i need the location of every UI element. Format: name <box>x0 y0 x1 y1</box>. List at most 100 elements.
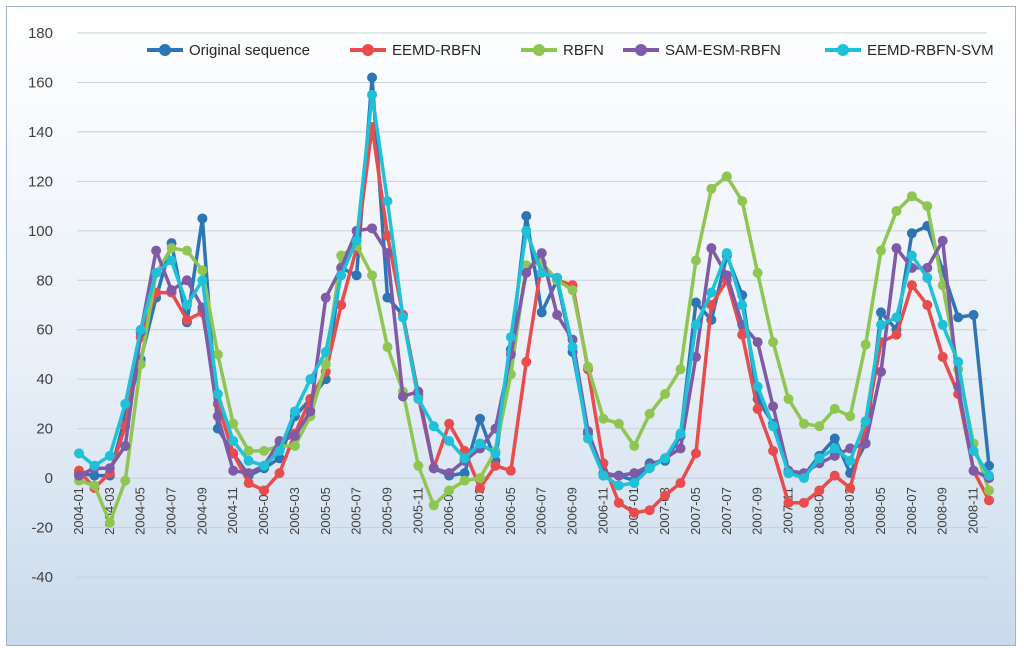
y-tick-label: 40 <box>36 371 53 388</box>
data-point <box>860 339 871 350</box>
data-point <box>444 418 455 429</box>
data-point <box>984 495 994 506</box>
x-tick-label: 2004-11 <box>225 487 240 534</box>
data-point <box>814 453 825 464</box>
data-point <box>690 319 701 330</box>
data-point <box>768 337 779 348</box>
x-tick-label: 2007-07 <box>719 487 734 535</box>
legend-swatch-marker <box>362 44 374 56</box>
data-point <box>814 485 825 496</box>
data-point <box>475 413 486 424</box>
data-point <box>181 275 192 286</box>
data-point <box>906 280 917 291</box>
data-point <box>289 431 300 442</box>
data-point <box>629 440 640 451</box>
data-point <box>166 255 177 266</box>
data-point <box>382 230 393 241</box>
data-point <box>135 324 146 335</box>
data-point <box>891 329 902 340</box>
data-point <box>197 265 208 276</box>
x-tick-label: 2004-07 <box>164 487 179 535</box>
legend-label: EEMD-RBFN-SVM <box>867 42 994 59</box>
y-tick-label: 60 <box>36 322 53 339</box>
data-point <box>613 497 624 508</box>
data-point <box>829 450 840 461</box>
legend-label: EEMD-RBFN <box>392 42 481 59</box>
chart-frame: -40 -20 0 20 40 60 80 100 120 140 160 180 2004-01 200… <box>6 6 1016 646</box>
y-tick-label: 180 <box>28 25 53 42</box>
data-point <box>783 468 794 479</box>
legend-item: SAM-ESM-RBFN <box>623 42 781 59</box>
data-point <box>397 391 408 402</box>
x-tick-label: 2008-05 <box>873 487 888 535</box>
data-point <box>521 356 532 367</box>
data-point <box>505 465 516 476</box>
data-point <box>876 366 887 377</box>
data-point <box>320 359 331 370</box>
data-point <box>906 191 917 202</box>
data-point <box>706 300 717 310</box>
x-tick-label: 2005-03 <box>287 487 302 535</box>
legend-swatch-marker <box>837 44 849 56</box>
data-point <box>351 270 362 281</box>
data-point <box>367 89 378 100</box>
data-point <box>922 201 933 212</box>
data-point <box>382 292 393 303</box>
data-point <box>798 418 809 429</box>
data-point <box>490 448 501 459</box>
data-point <box>305 374 316 385</box>
x-tick-label: 2008-09 <box>935 487 950 535</box>
data-point <box>336 300 347 310</box>
data-point <box>613 470 624 481</box>
data-point <box>212 411 223 422</box>
data-point <box>536 307 547 318</box>
legend: Original sequence EEMD-RBFN RBFN SAM-ESM-RB… <box>147 42 994 59</box>
data-point <box>367 72 378 83</box>
data-point <box>582 361 593 372</box>
data-point <box>89 460 100 471</box>
data-point <box>382 196 393 207</box>
legend-swatch-marker <box>635 44 647 56</box>
data-point <box>629 468 640 479</box>
data-point <box>274 468 285 479</box>
data-point <box>644 463 655 474</box>
data-point <box>891 243 902 254</box>
data-point <box>783 497 794 508</box>
legend-swatch-marker <box>159 44 171 56</box>
data-point <box>259 460 270 471</box>
data-point <box>752 337 763 348</box>
x-tick-label: 2004-05 <box>133 487 148 535</box>
y-tick-label: 140 <box>28 124 53 141</box>
data-point <box>660 453 671 464</box>
data-point <box>675 443 686 454</box>
data-point <box>891 312 902 323</box>
data-point <box>690 297 701 308</box>
data-point <box>397 312 408 323</box>
data-point <box>968 309 979 320</box>
x-tick-label: 2005-01 <box>256 487 271 535</box>
data-point <box>351 235 362 246</box>
y-tick-label: 100 <box>28 223 53 240</box>
data-point <box>629 507 640 518</box>
data-point <box>490 460 501 471</box>
data-point <box>984 470 994 481</box>
legend-swatch-marker <box>533 44 545 56</box>
data-point <box>459 475 470 486</box>
data-point <box>953 356 964 367</box>
y-tick-label: -40 <box>31 569 53 586</box>
data-point <box>906 228 917 239</box>
data-point <box>660 389 671 400</box>
y-tick-label: 0 <box>45 470 53 487</box>
data-point <box>953 312 964 323</box>
x-tick-label: 2006-07 <box>534 487 549 535</box>
data-point <box>845 455 856 466</box>
x-tick-label: 2006-05 <box>503 487 518 535</box>
data-point <box>598 413 609 424</box>
data-point <box>768 421 779 432</box>
data-point <box>74 470 84 481</box>
data-point <box>984 460 994 471</box>
data-point <box>243 478 254 489</box>
line-chart: -40 -20 0 20 40 60 80 100 120 140 160 180 2004-01 200… <box>28 25 994 586</box>
data-point <box>613 480 624 491</box>
data-point <box>829 470 840 481</box>
